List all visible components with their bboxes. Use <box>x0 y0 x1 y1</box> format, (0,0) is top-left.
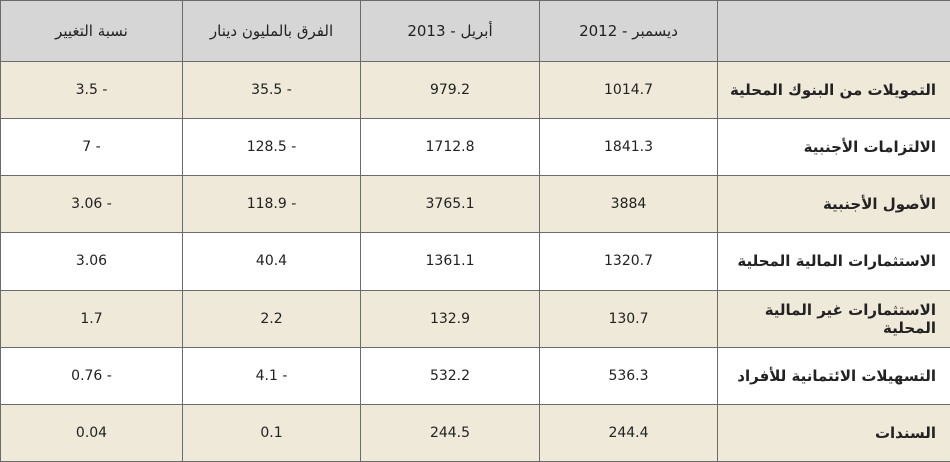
row-label: الاستثمارات غير المالية المحلية <box>717 289 950 348</box>
column-header: ديسمبر - 2012 <box>539 0 718 62</box>
cell-value: 0.1 <box>182 403 361 462</box>
cell-value: 1014.7 <box>539 60 718 120</box>
table-body: التمويلات من البنوك المحلية 1014.7 979.2 35… <box>0 60 950 462</box>
cell-value: 35.5 - <box>182 60 361 120</box>
table-row: الأصول الأجنبية 3884 3765.1 118.9 -3.06 - <box>0 175 950 234</box>
cell-value: 1361.1 <box>360 232 540 291</box>
cell-value: 3.06 - <box>0 175 183 234</box>
cell-value: 40.4 <box>182 232 361 291</box>
column-header: أبريل - 2013 <box>360 0 540 62</box>
row-label: التسهيلات الائتمانية للأفراد <box>717 346 950 405</box>
row-label: التمويلات من البنوك المحلية <box>717 60 950 120</box>
cell-value: 1841.3 <box>539 118 718 177</box>
column-header: نسبة التغيير <box>0 0 183 62</box>
cell-value: 1712.8 <box>360 118 540 177</box>
cell-value: 244.4 <box>539 403 718 462</box>
header-row: ديسمبر - 2012 أبريل - 2013 الفرق بالمليون … <box>0 0 950 62</box>
table-row: التسهيلات الائتمانية للأفراد 536.3 532.2 4.… <box>0 346 950 405</box>
table-row: الاستثمارات غير المالية المحلية 130.7 132.… <box>0 289 950 348</box>
cell-value: 979.2 <box>360 60 540 120</box>
cell-value: 3.06 <box>0 232 183 291</box>
cell-value: 0.76 - <box>0 346 183 405</box>
cell-value: 3884 <box>539 175 718 234</box>
cell-value: 4.1 - <box>182 346 361 405</box>
table-row: السندات 244.4 244.5 0.1 0.04 <box>0 403 950 462</box>
row-label: السندات <box>717 403 950 462</box>
cell-value: 3.5 - <box>0 60 183 120</box>
cell-value: 2.2 <box>182 289 361 348</box>
row-label: الالتزامات الأجنبية <box>717 118 950 177</box>
cell-value: 532.2 <box>360 346 540 405</box>
cell-value: 118.9 - <box>182 175 361 234</box>
cell-value: 130.7 <box>539 289 718 348</box>
row-label: الاستثمارات المالية المحلية <box>717 232 950 291</box>
cell-value: 1.7 <box>0 289 183 348</box>
cell-value: 128.5 - <box>182 118 361 177</box>
cell-value: 0.04 <box>0 403 183 462</box>
cell-value: 1320.7 <box>539 232 718 291</box>
table-row: التمويلات من البنوك المحلية 1014.7 979.2 35… <box>0 60 950 120</box>
row-label: الأصول الأجنبية <box>717 175 950 234</box>
cell-value: 7 - <box>0 118 183 177</box>
cell-value: 3765.1 <box>360 175 540 234</box>
cell-value: 132.9 <box>360 289 540 348</box>
table-row: الالتزامات الأجنبية 1841.3 1712.8 128.5 -7 … <box>0 118 950 177</box>
cell-value: 536.3 <box>539 346 718 405</box>
table-row: الاستثمارات المالية المحلية 1320.7 1361.1 4… <box>0 232 950 291</box>
column-header: الفرق بالمليون دينار <box>182 0 361 62</box>
cell-value: 244.5 <box>360 403 540 462</box>
empty-header <box>717 0 950 62</box>
